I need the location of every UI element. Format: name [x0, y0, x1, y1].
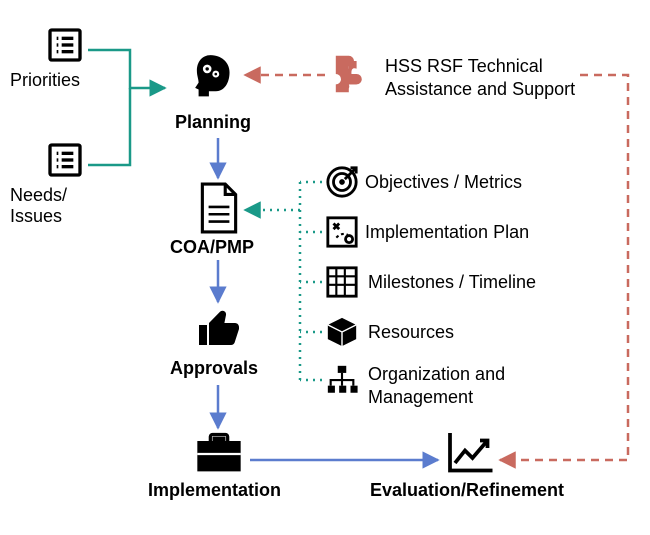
document-icon — [198, 182, 240, 234]
label-milestones: Milestones / Timeline — [368, 272, 536, 293]
label-impl-plan: Implementation Plan — [365, 222, 529, 243]
node-milestones — [325, 265, 359, 299]
label-hss: HSS RSF Technical Assistance and Support — [385, 55, 575, 102]
label-coa: COA/PMP — [170, 237, 254, 258]
node-impl-plan — [325, 215, 359, 249]
head-gears-icon — [190, 50, 245, 105]
label-objectives: Objectives / Metrics — [365, 172, 522, 193]
node-needs — [45, 140, 85, 180]
node-priorities — [45, 25, 85, 65]
node-approvals — [195, 305, 243, 353]
edge-hss-evaluation-loop — [500, 75, 628, 460]
node-coa — [198, 182, 240, 234]
briefcase-icon — [193, 432, 245, 476]
label-approvals: Approvals — [170, 358, 258, 379]
package-icon — [325, 315, 359, 349]
node-resources — [325, 315, 359, 349]
label-needs: Needs/ Issues — [10, 185, 100, 227]
label-org: Organization and Management — [368, 363, 505, 408]
node-hss — [328, 48, 380, 100]
label-resources: Resources — [368, 322, 454, 343]
strategy-icon — [325, 215, 359, 249]
node-objectives — [325, 165, 359, 199]
node-implementation — [193, 432, 245, 476]
edge-needs-planning — [88, 88, 130, 165]
org-chart-icon — [325, 363, 359, 397]
calendar-grid-icon — [325, 265, 359, 299]
growth-chart-icon — [445, 430, 495, 476]
label-planning: Planning — [175, 112, 251, 133]
target-icon — [325, 165, 359, 199]
thumbs-up-icon — [195, 305, 243, 353]
checklist-icon — [45, 140, 85, 180]
label-priorities: Priorities — [10, 70, 100, 91]
node-planning — [190, 50, 245, 105]
node-org — [325, 363, 359, 397]
label-implementation: Implementation — [148, 480, 281, 501]
node-evaluation — [445, 430, 495, 476]
puzzle-icon — [328, 48, 380, 100]
checklist-icon — [45, 25, 85, 65]
label-evaluation: Evaluation/Refinement — [370, 480, 564, 501]
